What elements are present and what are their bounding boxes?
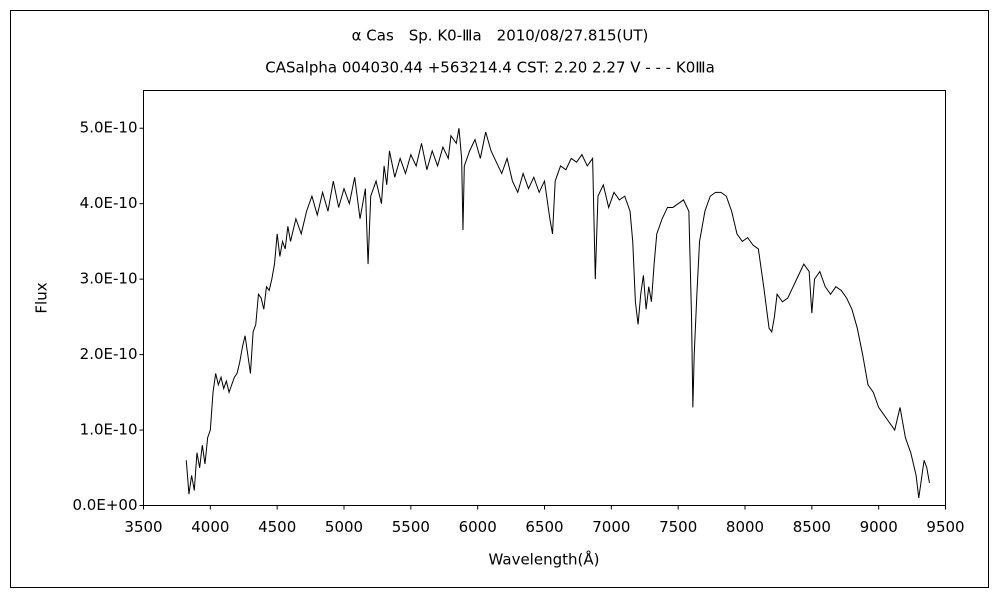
y-tick-label: 4.0E-10 [80, 194, 138, 212]
y-axis-label: Flux [33, 282, 51, 313]
x-tick-label: 5000 [325, 518, 363, 536]
x-tick-label: 4500 [258, 518, 296, 536]
x-tick-label: 8000 [726, 518, 764, 536]
y-tick-label: 1.0E-10 [80, 421, 138, 439]
chart-border [10, 10, 989, 588]
y-tick-label: 3.0E-10 [80, 270, 138, 288]
spectrum-line [185, 128, 930, 499]
x-tick-label: 9000 [860, 518, 898, 536]
y-tick-label: 5.0E-10 [80, 119, 138, 137]
x-tick-label: 3500 [124, 518, 162, 536]
x-tick-label: 4000 [191, 518, 229, 536]
x-tick-label: 7500 [659, 518, 697, 536]
x-tick-label: 6500 [525, 518, 563, 536]
x-tick-label: 9500 [926, 518, 964, 536]
y-tick-label: 0.0E+00 [73, 496, 138, 514]
x-tick-label: 6000 [459, 518, 497, 536]
x-tick-label: 8500 [793, 518, 831, 536]
x-tick-label: 5500 [392, 518, 430, 536]
x-axis-label: Wavelength(Å) [489, 550, 600, 569]
y-tick-label: 2.0E-10 [80, 345, 138, 363]
chart-subtitle: CASalpha 004030.44 +563214.4 CST: 2.20 2… [265, 59, 715, 77]
x-tick-label: 7000 [592, 518, 630, 536]
chart-title: α Cas Sp. K0-Ⅲa 2010/08/27.815(UT) [352, 27, 649, 45]
